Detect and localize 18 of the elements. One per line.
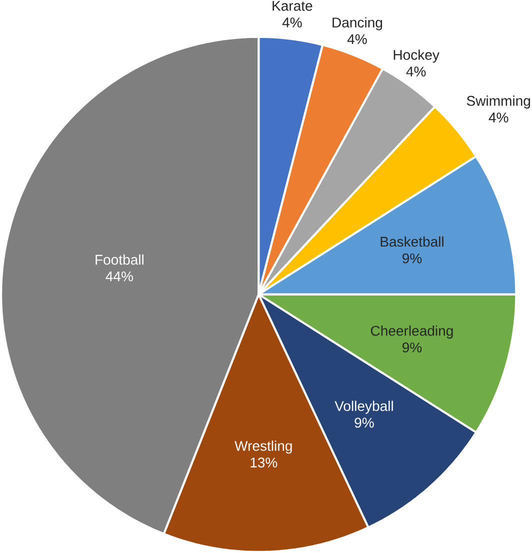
slice-label: Dancing [332, 17, 382, 30]
slice-label: Volleyball [334, 400, 393, 414]
data-label: 9% [402, 253, 422, 264]
slice-label: Hockey [394, 50, 440, 63]
slice-label: Basketball [380, 236, 444, 247]
slice-label: Football [96, 254, 144, 265]
data-label: 4% [406, 66, 426, 76]
data-label: 4% [488, 112, 508, 122]
data-label: 4% [347, 34, 367, 44]
data-label: 13% [250, 458, 278, 468]
slice-label: Wrestling [234, 440, 292, 454]
slice-label: Karate [272, 1, 312, 11]
data-label: 44% [106, 271, 133, 282]
data-label: 4% [282, 18, 302, 28]
slice-label: Cheerleading [370, 326, 453, 339]
slice-label: Swimming [466, 96, 530, 109]
data-label: 9% [354, 418, 374, 428]
data-label: 9% [402, 342, 422, 352]
